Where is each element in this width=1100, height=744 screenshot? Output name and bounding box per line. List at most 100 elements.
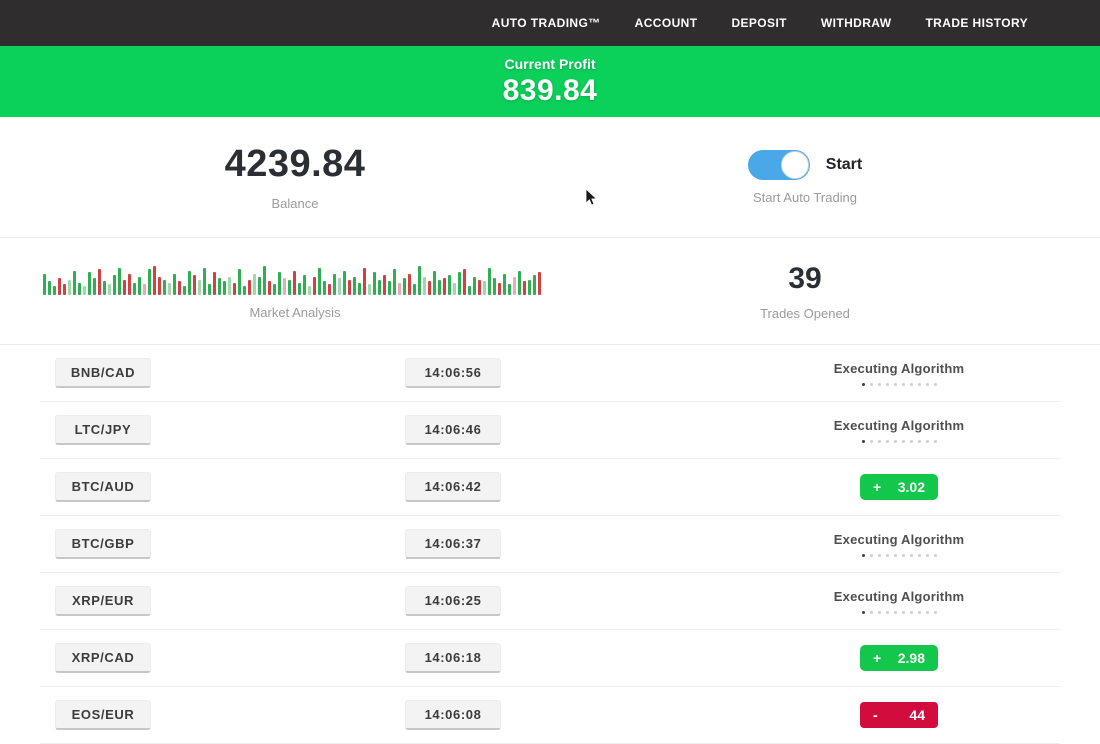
market-bar bbox=[462, 268, 466, 295]
top-navbar: AUTO TRADING™ ACCOUNT DEPOSIT WITHDRAW TRADE… bbox=[0, 0, 1100, 46]
time-button[interactable]: 14:06:08 bbox=[405, 700, 501, 730]
progress-dot bbox=[925, 610, 929, 614]
progress-dot bbox=[893, 553, 897, 557]
trade-row: XRP/CAD 14:06:18 +2.98 bbox=[40, 630, 1060, 687]
progress-dot bbox=[909, 439, 913, 443]
profit-banner-value: 839.84 bbox=[502, 73, 598, 107]
market-bar bbox=[527, 279, 531, 295]
trade-status: +2.98 bbox=[700, 645, 1060, 671]
market-bar bbox=[157, 276, 161, 295]
pair-button[interactable]: BTC/AUD bbox=[55, 472, 151, 502]
market-bar bbox=[242, 285, 246, 295]
trade-status: Executing Algorithm bbox=[700, 532, 1060, 557]
pair-button[interactable]: XRP/CAD bbox=[55, 643, 151, 673]
progress-dot bbox=[909, 553, 913, 557]
progress-dot bbox=[869, 439, 873, 443]
market-bar bbox=[147, 268, 151, 295]
market-bar bbox=[272, 283, 276, 295]
nav-item-account[interactable]: ACCOUNT bbox=[634, 16, 698, 30]
market-bar bbox=[347, 279, 351, 295]
market-bar bbox=[492, 277, 496, 295]
market-bar bbox=[442, 277, 446, 295]
market-bar bbox=[287, 279, 291, 295]
market-bar bbox=[132, 282, 136, 295]
progress-dot bbox=[885, 439, 889, 443]
nav-item-withdraw[interactable]: WITHDRAW bbox=[820, 16, 892, 30]
time-button[interactable]: 14:06:37 bbox=[405, 529, 501, 559]
market-bar bbox=[217, 277, 221, 295]
market-bar bbox=[522, 280, 526, 295]
pair-button[interactable]: EOS/EUR bbox=[55, 700, 151, 730]
profit-badge: +3.02 bbox=[860, 474, 938, 500]
time-button[interactable]: 14:06:42 bbox=[405, 472, 501, 502]
market-bar bbox=[262, 265, 266, 295]
trade-row: BTC/GBP 14:06:37 Executing Algorithm bbox=[40, 516, 1060, 573]
executing-algorithm-label: Executing Algorithm bbox=[833, 588, 965, 604]
market-bar bbox=[327, 283, 331, 295]
progress-dots bbox=[861, 382, 937, 386]
nav-item-trade-history[interactable]: TRADE HISTORY bbox=[925, 16, 1028, 30]
trade-row: EOS/EUR 14:06:08 - 44 bbox=[40, 687, 1060, 744]
market-bar bbox=[267, 280, 271, 295]
market-bar bbox=[482, 280, 486, 295]
pair-button[interactable]: LTC/JPY bbox=[55, 415, 151, 445]
pair-button[interactable]: XRP/EUR bbox=[55, 586, 151, 616]
market-bar bbox=[387, 280, 391, 295]
trade-row: BTC/AUD 14:06:42 +3.02 bbox=[40, 459, 1060, 516]
nav-item-deposit[interactable]: DEPOSIT bbox=[731, 16, 787, 30]
market-analysis-block: Market Analysis bbox=[40, 238, 550, 344]
market-bar bbox=[142, 283, 146, 295]
progress-dot bbox=[933, 553, 937, 557]
pair-button[interactable]: BTC/GBP bbox=[55, 529, 151, 559]
market-bar bbox=[252, 273, 256, 295]
badge-sign: - bbox=[873, 707, 878, 723]
trade-status: - 44 bbox=[700, 702, 1060, 728]
trades-list: BNB/CAD 14:06:56 Executing Algorithm LTC… bbox=[0, 345, 1100, 744]
auto-trading-toggle[interactable] bbox=[747, 149, 810, 180]
progress-dot bbox=[861, 439, 865, 443]
progress-dot bbox=[901, 439, 905, 443]
badge-sign: + bbox=[873, 650, 882, 666]
badge-value: 2.98 bbox=[897, 650, 925, 666]
pair-button[interactable]: BNB/CAD bbox=[55, 358, 151, 388]
balance-label: Balance bbox=[271, 196, 319, 211]
market-section: Market Analysis 39 Trades Opened bbox=[0, 238, 1100, 345]
market-bar bbox=[292, 270, 296, 295]
progress-dot bbox=[877, 553, 881, 557]
nav-item-auto-trading[interactable]: AUTO TRADING™ bbox=[491, 16, 601, 30]
progress-dot bbox=[885, 382, 889, 386]
executing-algorithm-label: Executing Algorithm bbox=[833, 360, 965, 376]
market-bar bbox=[432, 270, 436, 295]
progress-dot bbox=[917, 553, 921, 557]
progress-dot bbox=[885, 610, 889, 614]
auto-trading-label: Start Auto Trading bbox=[752, 189, 858, 205]
progress-dots bbox=[861, 439, 937, 443]
market-bar bbox=[192, 274, 196, 295]
time-button[interactable]: 14:06:25 bbox=[405, 586, 501, 616]
market-bar bbox=[452, 282, 456, 295]
progress-dot bbox=[901, 610, 905, 614]
auto-trading-toggle-wrap: Start bbox=[747, 149, 862, 180]
market-bar bbox=[62, 283, 66, 295]
progress-dot bbox=[909, 610, 913, 614]
market-bar bbox=[457, 271, 461, 295]
trade-status: +3.02 bbox=[700, 474, 1060, 500]
progress-dots bbox=[861, 610, 937, 614]
market-analysis-label: Market Analysis bbox=[249, 304, 341, 320]
market-bar bbox=[447, 274, 451, 295]
time-button[interactable]: 14:06:56 bbox=[405, 358, 501, 388]
market-bar bbox=[407, 273, 411, 295]
time-button[interactable]: 14:06:46 bbox=[405, 415, 501, 445]
market-bar bbox=[437, 279, 441, 295]
progress-dot bbox=[861, 553, 865, 557]
market-bar bbox=[377, 279, 381, 295]
time-button[interactable]: 14:06:18 bbox=[405, 643, 501, 673]
profit-banner: Current Profit 839.84 bbox=[0, 46, 1100, 117]
market-bar bbox=[202, 267, 206, 295]
progress-dot bbox=[869, 382, 873, 386]
profit-banner-label: Current Profit bbox=[504, 55, 596, 72]
market-bar bbox=[467, 285, 471, 295]
market-bar bbox=[152, 265, 156, 295]
market-bar bbox=[342, 270, 346, 295]
progress-dot bbox=[925, 439, 929, 443]
